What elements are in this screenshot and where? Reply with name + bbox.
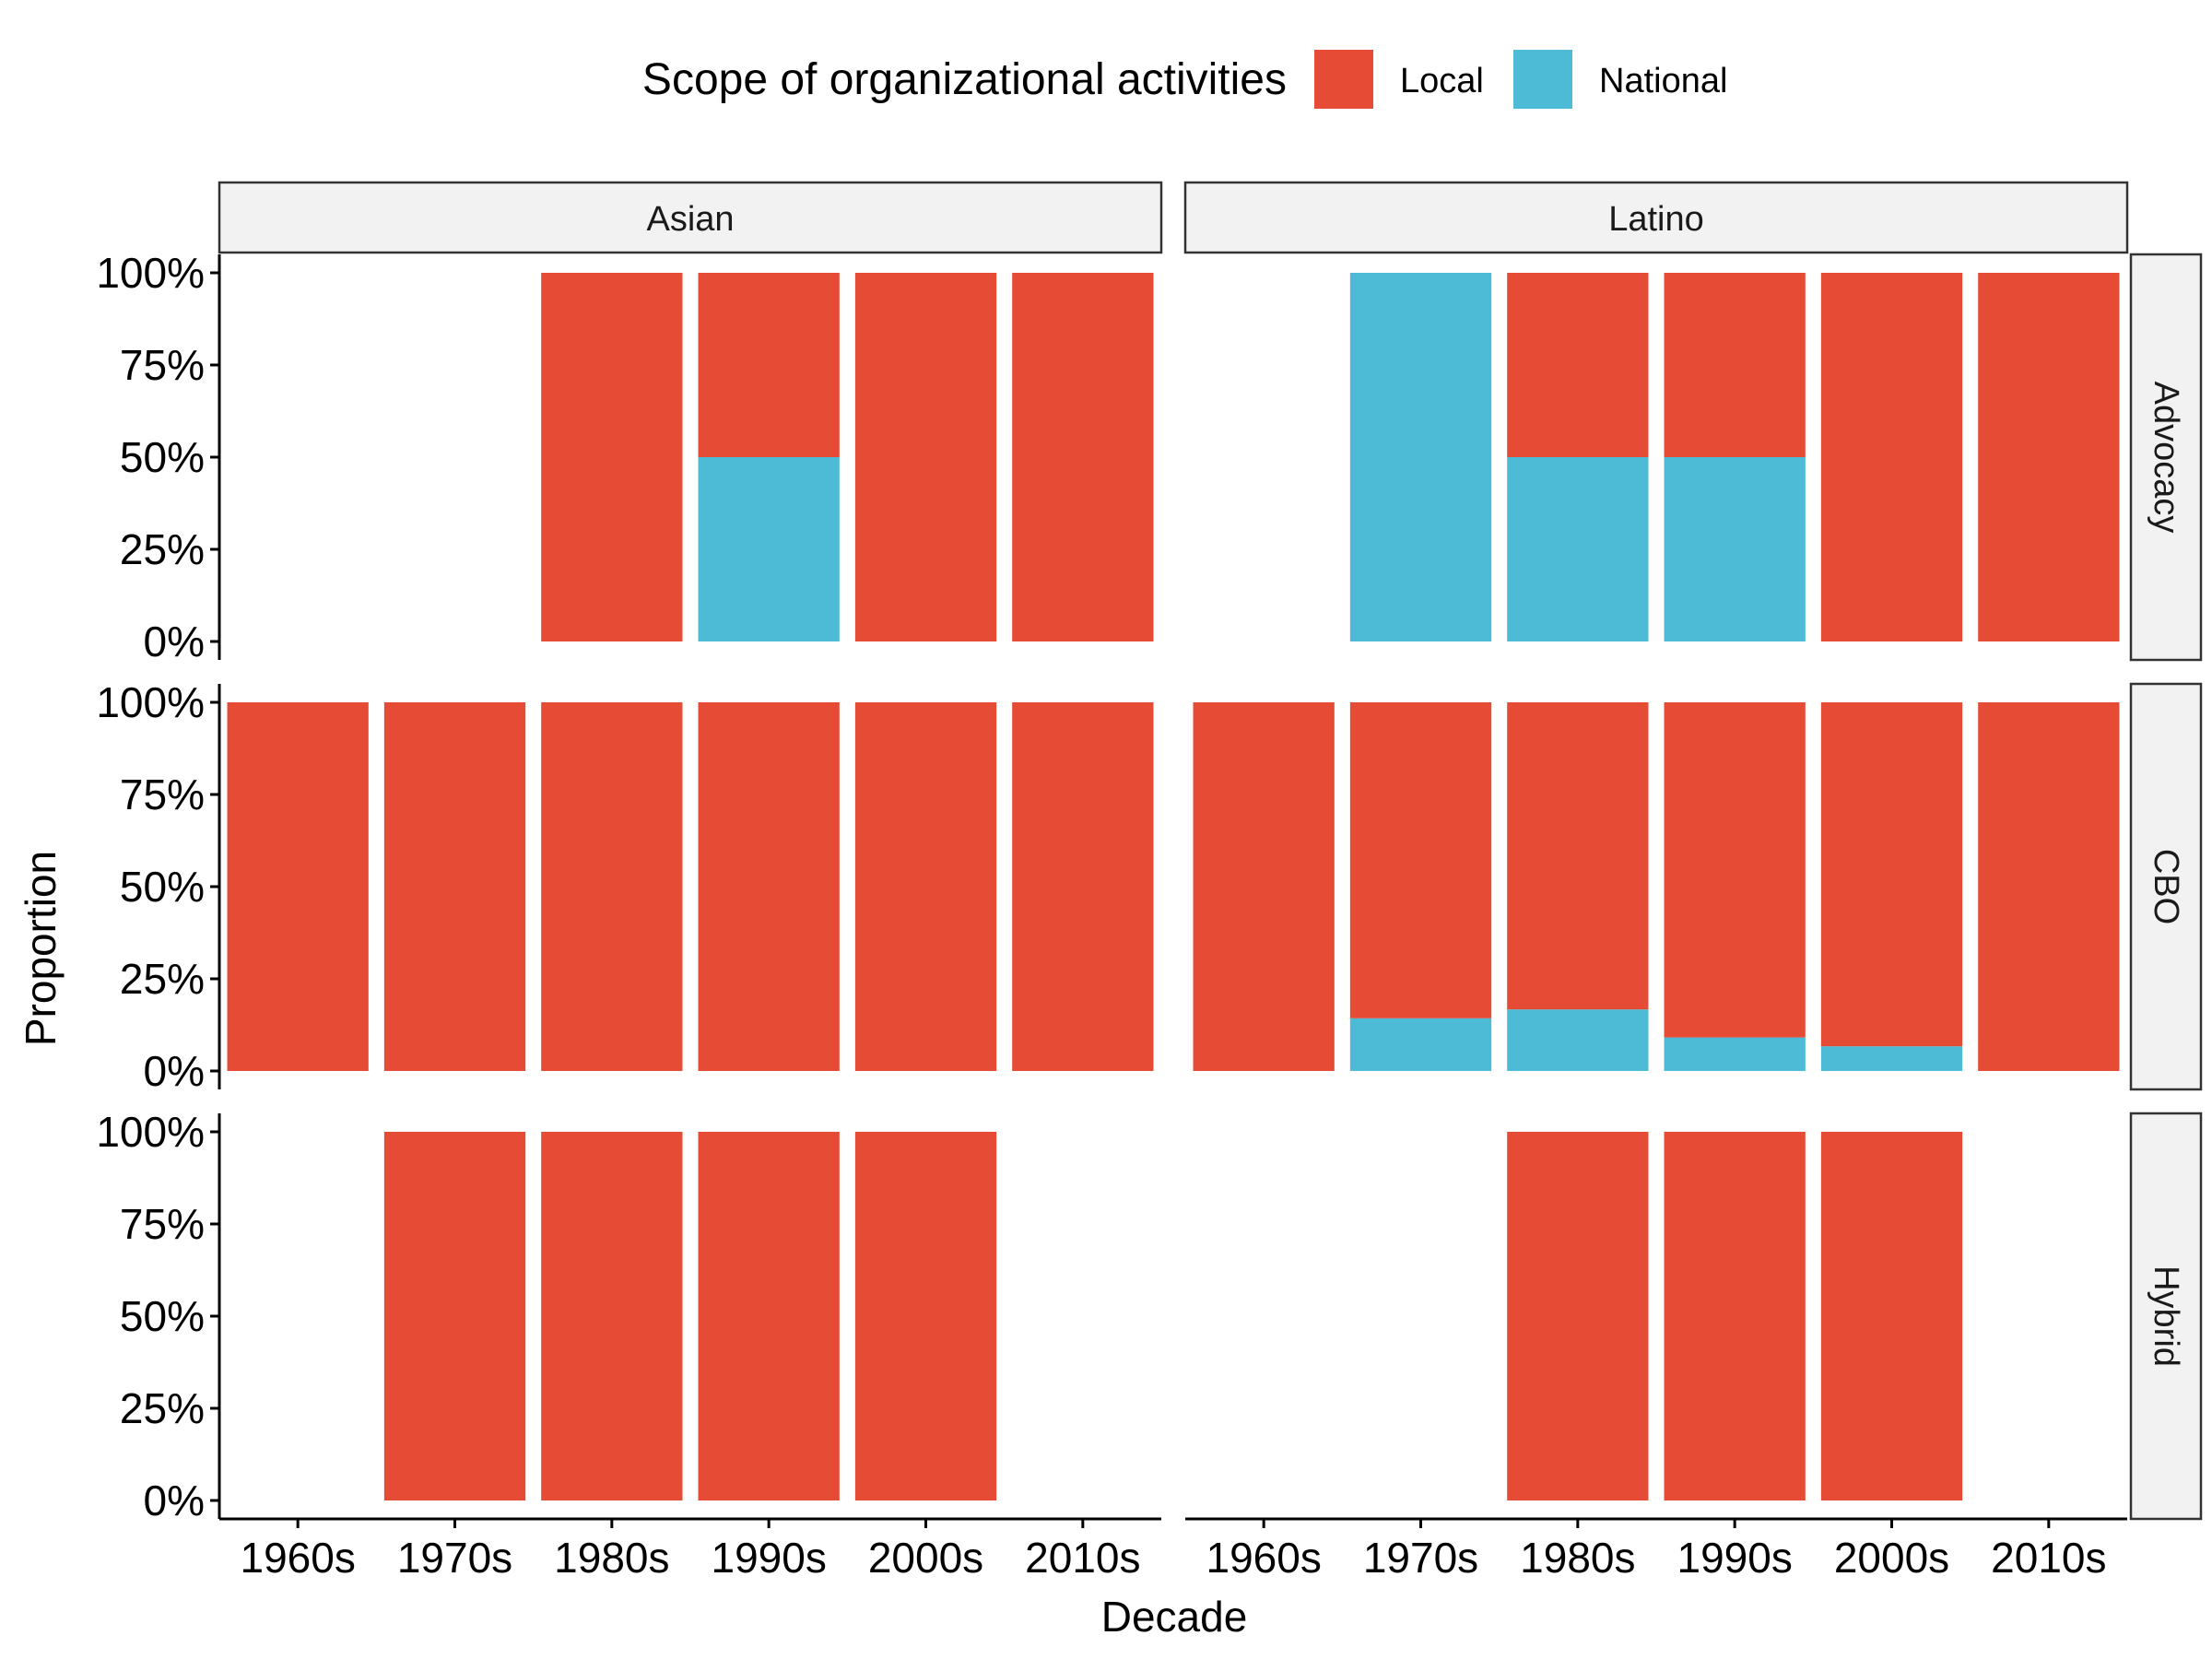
strip-cbo	[2129, 682, 2203, 1091]
bar-national-latino-cbo-1980s	[1507, 1009, 1649, 1071]
strip-label-hybrid: Hybrid	[2147, 1265, 2185, 1367]
bar-local-asian-advocacy-1980s	[541, 273, 683, 641]
y-tick-label: 50%	[120, 1292, 205, 1340]
bar-local-latino-hybrid-1990s	[1664, 1132, 1806, 1500]
bar-local-asian-advocacy-2000s	[854, 273, 997, 641]
y-tick-label: 25%	[120, 1384, 205, 1432]
bar-national-latino-advocacy-1970s	[1349, 273, 1492, 641]
bar-local-asian-cbo-1990s	[698, 702, 840, 1071]
x-tick-label: 1970s	[397, 1534, 512, 1582]
facet-strips: Asian Latino Advocacy CBO Hybrid	[218, 181, 2203, 1521]
x-tick-label: 1970s	[1363, 1534, 1478, 1582]
bar-national-latino-cbo-2000s	[1820, 1046, 1963, 1071]
bar-local-asian-cbo-1960s	[227, 702, 369, 1071]
strip-advocacy	[2129, 253, 2203, 662]
x-tick-label: 1990s	[1677, 1534, 1792, 1582]
x-axis-title: Decade	[1101, 1593, 1248, 1641]
x-tick-label: 1960s	[240, 1534, 355, 1582]
y-tick-label: 0%	[144, 1477, 205, 1524]
bar-national-latino-cbo-1970s	[1349, 1018, 1492, 1071]
x-tick-label: 2000s	[868, 1534, 983, 1582]
x-tick-label: 1980s	[554, 1534, 669, 1582]
bar-local-asian-cbo-1970s	[383, 702, 526, 1071]
bar-national-asian-advocacy-1990s	[698, 457, 840, 641]
y-axis-title: Proportion	[17, 851, 65, 1046]
y-tick-label: 75%	[120, 771, 205, 818]
bar-local-latino-cbo-1990s	[1664, 702, 1806, 1038]
bar-local-latino-cbo-1960s	[1193, 702, 1335, 1071]
bar-local-latino-advocacy-2000s	[1820, 273, 1963, 641]
legend-key-local	[1314, 50, 1373, 109]
bar-local-asian-cbo-2000s	[854, 702, 997, 1071]
y-tick-label: 75%	[120, 1200, 205, 1248]
x-tick-label: 1990s	[711, 1534, 826, 1582]
bar-local-asian-hybrid-2000s	[854, 1132, 997, 1500]
legend-key-national	[1513, 50, 1572, 109]
bar-national-latino-advocacy-1990s	[1664, 457, 1806, 641]
bar-local-latino-hybrid-1980s	[1507, 1132, 1649, 1500]
y-tick-label: 100%	[96, 1108, 205, 1156]
legend-title: Scope of organizational activities	[642, 55, 1287, 104]
x-tick-label: 2000s	[1834, 1534, 1949, 1582]
legend-label-national: National	[1599, 62, 1727, 100]
legend: Scope of organizational activities Local…	[642, 50, 1727, 109]
strip-label-asian: Asian	[646, 200, 734, 239]
legend-label-local: Local	[1400, 62, 1484, 100]
bar-local-latino-advocacy-2010s	[1978, 273, 2120, 641]
bar-national-latino-advocacy-1980s	[1507, 457, 1649, 641]
bar-national-latino-cbo-1990s	[1664, 1037, 1806, 1071]
y-tick-label: 25%	[120, 955, 205, 1003]
y-tick-label: 100%	[96, 249, 205, 297]
bar-local-latino-cbo-1970s	[1349, 702, 1492, 1018]
x-tick-label: 2010s	[1991, 1534, 2106, 1582]
bar-local-asian-advocacy-2010s	[1012, 273, 1154, 641]
bar-local-latino-cbo-2010s	[1978, 702, 2120, 1071]
y-tick-label: 100%	[96, 678, 205, 726]
strip-hybrid	[2129, 1112, 2203, 1521]
bar-local-asian-hybrid-1970s	[383, 1132, 526, 1500]
x-tick-label: 2010s	[1025, 1534, 1140, 1582]
strip-label-cbo: CBO	[2147, 849, 2185, 924]
x-tick-label: 1980s	[1520, 1534, 1635, 1582]
strip-label-advocacy: Advocacy	[2147, 382, 2185, 534]
y-tick-label: 25%	[120, 525, 205, 573]
bar-local-latino-advocacy-1980s	[1507, 273, 1649, 457]
bar-local-asian-hybrid-1990s	[698, 1132, 840, 1500]
bar-local-asian-hybrid-1980s	[541, 1132, 683, 1500]
strip-asian	[218, 181, 1163, 254]
bar-local-latino-hybrid-2000s	[1820, 1132, 1963, 1500]
y-tick-label: 0%	[144, 618, 205, 665]
y-tick-label: 0%	[144, 1047, 205, 1095]
bar-local-asian-cbo-2010s	[1012, 702, 1154, 1071]
bar-local-latino-cbo-2000s	[1820, 702, 1963, 1047]
y-tick-label: 50%	[120, 863, 205, 911]
axes: 0% 25% 50% 75% 100% 0% 25% 50% 75% 100% 0% 25% 50% 75…	[96, 249, 2127, 1582]
y-tick-label: 50%	[120, 433, 205, 481]
strip-latino	[1183, 181, 2129, 254]
y-tick-label: 75%	[120, 341, 205, 389]
strip-label-latino: Latino	[1608, 200, 1704, 239]
bar-local-asian-advocacy-1990s	[698, 273, 840, 457]
legend-entries: Local National	[1314, 50, 1727, 109]
bar-local-latino-cbo-1980s	[1507, 702, 1649, 1010]
bar-local-asian-cbo-1980s	[541, 702, 683, 1071]
bar-local-latino-advocacy-1990s	[1664, 273, 1806, 457]
x-tick-label: 1960s	[1206, 1534, 1321, 1582]
bars	[227, 273, 2120, 1500]
